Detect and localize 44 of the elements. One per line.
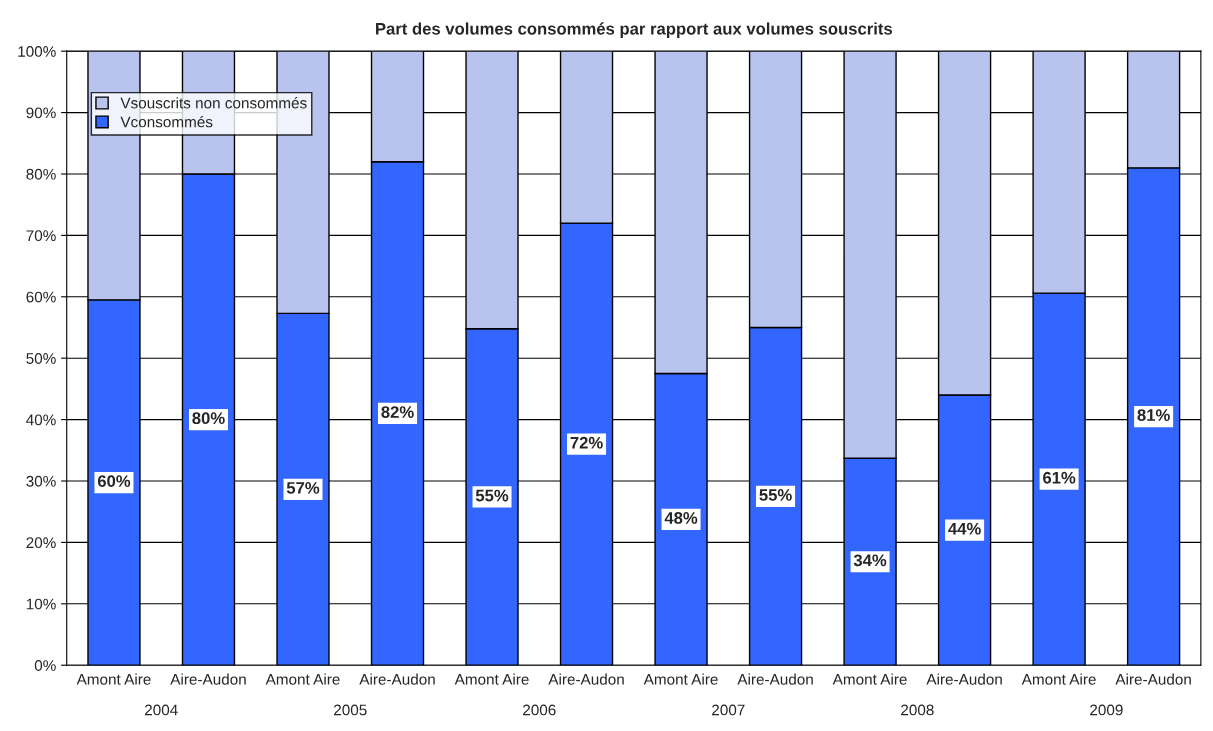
- text: 2007: [712, 704, 745, 716]
- y-tick-label: 20%: [26, 537, 56, 549]
- x-tick-label: Aire-Audon: [170, 673, 246, 685]
- y-tick-label: 100%: [18, 46, 56, 57]
- text: 2009: [1090, 704, 1123, 716]
- data-label: 34%: [853, 554, 887, 567]
- x-tick-label: Aire-Audon: [359, 673, 435, 685]
- legend-label: Vsouscrits non consommés: [120, 97, 307, 109]
- data-label: 48%: [664, 512, 698, 524]
- y-tick-label: 90%: [26, 107, 56, 119]
- x-tick-label: Amont Aire: [76, 673, 151, 685]
- text: 2008: [901, 704, 934, 716]
- x-tick-label: Aire-Audon: [737, 673, 813, 685]
- y-tick-label: 80%: [26, 168, 56, 180]
- x-tick-label: Amont Aire: [832, 673, 907, 685]
- x-tick-label: Amont Aire: [1021, 673, 1096, 685]
- chart-title: Part des volumes consommés par rapport aux volumes souscrits: [376, 22, 893, 38]
- y-tick-label: 60%: [26, 291, 56, 303]
- x-tick-label: Aire-Audon: [548, 673, 624, 685]
- data-label: 81%: [1137, 409, 1170, 421]
- legend-label: Vconsommés: [120, 115, 213, 128]
- y-tick-label: 30%: [26, 475, 56, 487]
- text: 2004: [145, 704, 178, 716]
- x-tick-label: Aire-Audon: [926, 673, 1002, 685]
- text: 2006: [523, 704, 556, 716]
- y-tick-label: 50%: [26, 353, 56, 364]
- x-tick-label: Amont Aire: [454, 673, 529, 685]
- data-label: 82%: [381, 406, 414, 418]
- data-label: 57%: [286, 482, 320, 494]
- data-label: 55%: [759, 489, 792, 501]
- x-tick-label: Aire-Audon: [1115, 673, 1191, 685]
- data-label: 61%: [1043, 471, 1076, 484]
- y-tick-label: 40%: [26, 414, 56, 426]
- text: 2005: [334, 704, 367, 716]
- data-label: 72%: [570, 436, 603, 449]
- data-label: 60%: [97, 475, 131, 488]
- x-tick-label: Amont Aire: [643, 673, 718, 685]
- data-label: 80%: [192, 412, 225, 425]
- y-tick-label: 70%: [26, 230, 56, 242]
- data-label: 44%: [948, 522, 981, 535]
- data-label: 55%: [475, 489, 509, 502]
- y-tick-label: 10%: [26, 598, 56, 610]
- y-tick-label: 0%: [34, 660, 56, 671]
- x-tick-label: Amont Aire: [265, 673, 340, 685]
